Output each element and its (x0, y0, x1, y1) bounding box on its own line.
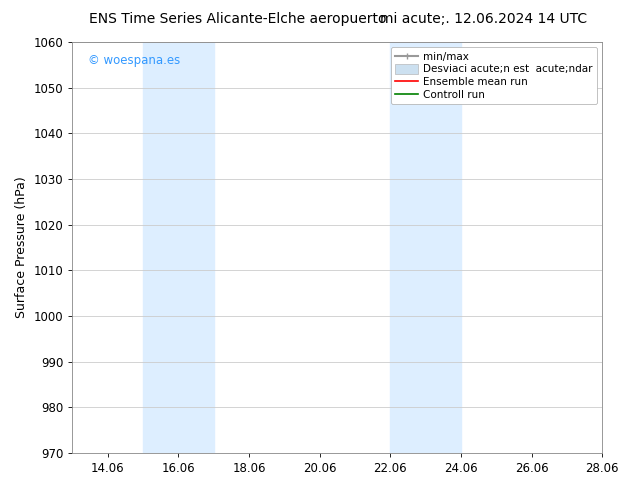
Bar (143, 42, 214, 453)
Y-axis label: Surface Pressure (hPa): Surface Pressure (hPa) (15, 176, 28, 318)
Text: ENS Time Series Alicante-Elche aeropuerto: ENS Time Series Alicante-Elche aeropuert… (89, 12, 386, 26)
Bar (391, 42, 461, 453)
Text: © woespana.es: © woespana.es (88, 54, 181, 68)
Legend: min/max, Desviaci acute;n est  acute;ndar, Ensemble mean run, Controll run: min/max, Desviaci acute;n est acute;ndar… (391, 47, 597, 104)
Text: mi acute;. 12.06.2024 14 UTC: mi acute;. 12.06.2024 14 UTC (380, 12, 588, 26)
